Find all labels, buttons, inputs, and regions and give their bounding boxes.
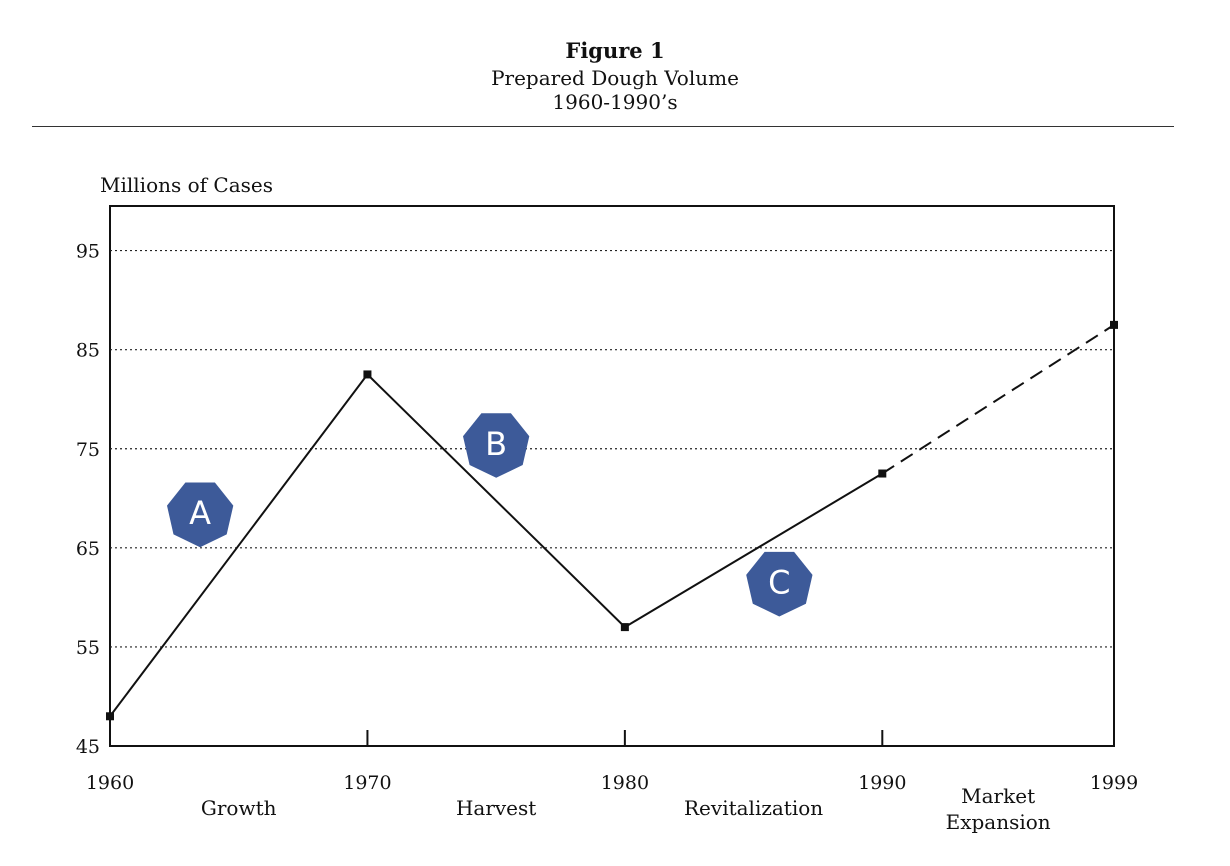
data-point	[1110, 320, 1118, 329]
y-tick-label: 95	[76, 241, 100, 263]
x-tick-label: 1970	[343, 772, 391, 794]
data-point	[620, 623, 629, 632]
chart-title-line2: 1960-1990’s	[552, 90, 678, 114]
y-tick-label: 85	[76, 340, 100, 362]
series-line-actual	[109, 372, 883, 717]
header-rule	[32, 126, 1174, 127]
chart-title-line1: Prepared Dough Volume	[491, 66, 739, 90]
figure-label: Figure 1	[565, 38, 665, 63]
annotation-badge	[463, 413, 530, 478]
phase-label: Market	[961, 784, 1035, 808]
y-tick-label: 55	[76, 637, 100, 659]
x-tick-label: 1999	[1090, 772, 1138, 794]
y-axis-label: Millions of Cases	[100, 173, 273, 197]
phase-label: Harvest	[456, 796, 536, 820]
annotation-label: B	[485, 425, 507, 463]
annotation-badge	[746, 551, 813, 617]
data-point	[363, 370, 372, 379]
phase-label: Growth	[201, 796, 277, 820]
plot-frame	[109, 205, 1115, 747]
data-point	[106, 712, 114, 721]
x-tick-label: 1980	[601, 772, 649, 794]
annotation-label: A	[189, 494, 211, 532]
annotation-badge	[167, 482, 234, 548]
phase-label: Revitalization	[684, 796, 823, 820]
series-line-projected	[881, 324, 1115, 475]
y-tick-label: 75	[76, 439, 100, 461]
phase-label: Expansion	[946, 810, 1051, 834]
x-tick-label: 1960	[86, 772, 134, 794]
data-point	[878, 469, 887, 478]
y-tick-label: 65	[76, 538, 100, 560]
x-tick-label: 1990	[858, 772, 906, 794]
y-tick-label: 45	[76, 736, 100, 758]
annotation-label: C	[768, 564, 790, 602]
